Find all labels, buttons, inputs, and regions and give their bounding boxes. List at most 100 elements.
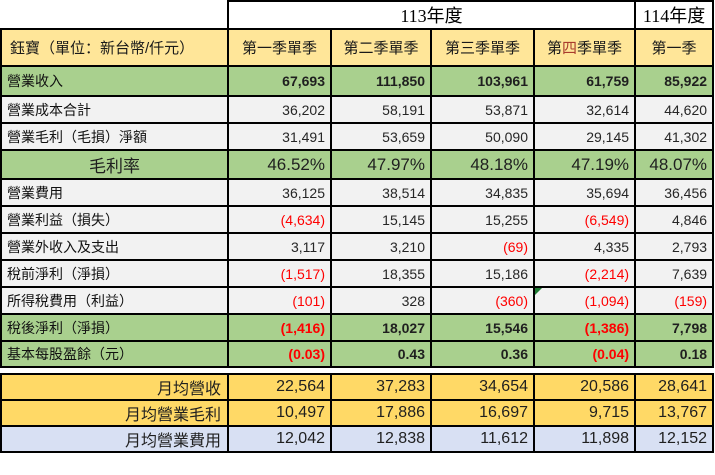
cell-value[interactable]: 38,514 (330, 178, 432, 207)
cell-value[interactable]: 18,355 (330, 259, 432, 288)
cell-value[interactable]: 36,125 (227, 178, 332, 207)
cell-value[interactable]: (1,386) (532, 313, 637, 342)
table-row-non-operating: 營業外收入及支出 3,117 3,210 (69) 4,335 2,793 (0, 232, 715, 261)
cell-value[interactable]: 13,767 (634, 399, 715, 427)
cell-value[interactable]: 20,586 (532, 373, 637, 401)
row-label[interactable]: 營業毛利（毛損）淨額 (0, 122, 229, 151)
cell-value[interactable]: (2,214) (532, 259, 637, 288)
cell-value[interactable]: (101) (227, 286, 332, 315)
cell-value[interactable]: 36,202 (227, 95, 332, 124)
table-row-cost: 營業成本合計 36,202 58,191 53,871 32,614 44,62… (0, 95, 715, 124)
row-label[interactable]: 月均營業毛利 (0, 399, 229, 427)
cell-value[interactable]: 15,186 (430, 259, 535, 288)
company-unit-header[interactable]: 鈺寶（單位：新台幣/仟元） (0, 28, 229, 67)
cell-value[interactable]: 4,335 (532, 232, 637, 261)
cell-value[interactable]: 50,090 (430, 122, 535, 151)
cell-value[interactable]: 53,659 (330, 122, 432, 151)
cell-value[interactable]: 15,255 (430, 205, 535, 234)
column-header-q1[interactable]: 第一季單季 (227, 28, 332, 67)
row-label[interactable]: 月均營業費用 (0, 425, 229, 453)
row-label[interactable]: 稅前淨利（淨損） (0, 259, 229, 288)
cell-value[interactable]: (1,517) (227, 259, 332, 288)
cell-value[interactable]: 34,835 (430, 178, 535, 207)
cell-value[interactable]: 3,117 (227, 232, 332, 261)
row-label[interactable]: 營業利益（損失） (0, 205, 229, 234)
cell-value[interactable]: 10,497 (227, 399, 332, 427)
cell-value[interactable]: 328 (330, 286, 432, 315)
cell-value[interactable]: 46.52% (227, 149, 332, 180)
cell-value[interactable]: (1,416) (227, 313, 332, 342)
cell-value[interactable]: 34,654 (430, 373, 535, 401)
cell-value[interactable]: (360) (430, 286, 535, 315)
cell-value[interactable]: 85,922 (634, 65, 715, 97)
cell-value[interactable]: 15,145 (330, 205, 432, 234)
cell-value[interactable]: 12,042 (227, 425, 332, 453)
cell-value[interactable]: 7,798 (634, 313, 715, 342)
column-header-row: 鈺寶（單位：新台幣/仟元） 第一季單季 第二季單季 第三季單季 第四季單季 第一… (0, 28, 715, 67)
cell-value[interactable]: 67,693 (227, 65, 332, 97)
cell-value[interactable]: 32,614 (532, 95, 637, 124)
row-label[interactable]: 營業費用 (0, 178, 229, 207)
cell-value[interactable]: 3,210 (330, 232, 432, 261)
cell-value[interactable]: 37,283 (330, 373, 432, 401)
cell-value[interactable]: 31,491 (227, 122, 332, 151)
cell-value[interactable]: 48.07% (634, 149, 715, 180)
cell-value[interactable]: 18,027 (330, 313, 432, 342)
cell-value[interactable]: 61,759 (532, 65, 637, 97)
year-113-header[interactable]: 113年度 (226, 0, 637, 30)
row-label[interactable]: 營業收入 (0, 65, 229, 97)
row-label[interactable]: 營業成本合計 (0, 95, 229, 124)
cell-value[interactable]: 4,846 (634, 205, 715, 234)
cell-value[interactable]: (0.04) (532, 340, 637, 368)
column-header-q3[interactable]: 第三季單季 (430, 28, 535, 67)
cell-value[interactable]: (6,549) (532, 205, 637, 234)
column-header-q2[interactable]: 第二季單季 (330, 28, 432, 67)
cell-value[interactable]: 11,612 (430, 425, 535, 453)
spacer-row (1, 367, 714, 374)
cell-value[interactable]: 44,620 (634, 95, 715, 124)
row-label[interactable]: 毛利率 (0, 149, 229, 180)
row-label[interactable]: 稅後淨利（淨損） (0, 313, 229, 342)
cell-value[interactable]: (159) (634, 286, 715, 315)
cell-value[interactable]: 28,641 (634, 373, 715, 401)
cell-value[interactable]: 7,639 (634, 259, 715, 288)
row-label[interactable]: 所得稅費用（利益） (0, 286, 229, 315)
cell-value[interactable]: 9,715 (532, 399, 637, 427)
cell-value[interactable]: (4,634) (227, 205, 332, 234)
cell-value[interactable]: 58,191 (330, 95, 432, 124)
cell-value[interactable]: 17,886 (330, 399, 432, 427)
cell-value[interactable]: 53,871 (430, 95, 535, 124)
cell-value[interactable]: 16,697 (430, 399, 535, 427)
year-114-header[interactable]: 114年度 (634, 0, 715, 30)
cell-value[interactable]: 41,302 (634, 122, 715, 151)
column-header-q4[interactable]: 第四季單季 (532, 28, 637, 67)
cell-value[interactable]: 11,898 (532, 425, 637, 453)
cell-value[interactable]: 12,152 (634, 425, 715, 453)
cell-value[interactable]: 15,546 (430, 313, 535, 342)
row-label[interactable]: 月均營收 (0, 373, 229, 401)
cell-value[interactable]: 48.18% (430, 149, 535, 180)
cell-value[interactable]: 47.19% (532, 149, 637, 180)
cell-value[interactable]: (69) (430, 232, 535, 261)
cell-value[interactable]: 2,793 (634, 232, 715, 261)
row-label[interactable]: 基本每股盈餘（元） (0, 340, 229, 368)
cell-value[interactable]: 103,961 (430, 65, 535, 97)
cell-value[interactable]: 0.43 (330, 340, 432, 368)
corner-empty-cell[interactable] (1, 1, 229, 29)
cell-value[interactable]: 12,838 (330, 425, 432, 453)
table-row-monthly-avg-gross-profit: 月均營業毛利 10,497 17,886 16,697 9,715 13,767 (0, 399, 715, 427)
row-label[interactable]: 營業外收入及支出 (0, 232, 229, 261)
column-header-q1-114[interactable]: 第一季 (634, 28, 715, 67)
cell-value[interactable]: 29,145 (532, 122, 637, 151)
q4-label-red-char: 四 (562, 40, 578, 57)
cell-value[interactable]: 36,456 (634, 178, 715, 207)
table-row-monthly-avg-revenue: 月均營收 22,564 37,283 34,654 20,586 28,641 (0, 373, 715, 401)
cell-value[interactable]: (1,094) (532, 286, 637, 315)
cell-value[interactable]: 0.36 (430, 340, 535, 368)
cell-value[interactable]: 22,564 (227, 373, 332, 401)
cell-value[interactable]: (0.03) (227, 340, 332, 368)
cell-value[interactable]: 47.97% (330, 149, 432, 180)
cell-value[interactable]: 35,694 (532, 178, 637, 207)
cell-value[interactable]: 111,850 (330, 65, 432, 97)
cell-value[interactable]: 0.18 (634, 340, 715, 368)
